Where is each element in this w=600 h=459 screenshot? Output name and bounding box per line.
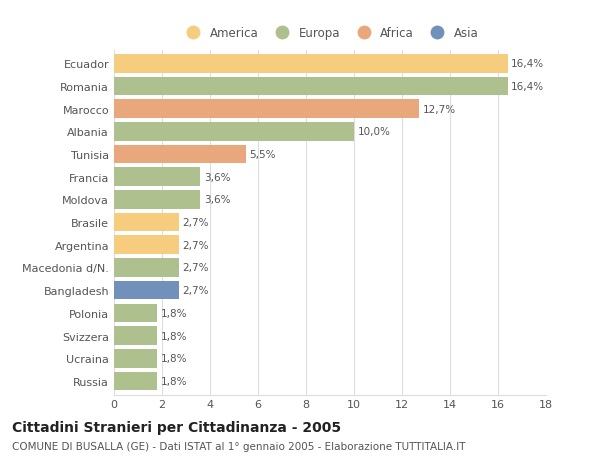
Text: 1,8%: 1,8% xyxy=(161,376,187,386)
Text: 2,7%: 2,7% xyxy=(182,218,209,228)
Text: 1,8%: 1,8% xyxy=(161,308,187,318)
Text: 12,7%: 12,7% xyxy=(422,104,455,114)
Bar xyxy=(114,326,157,345)
Text: 2,7%: 2,7% xyxy=(182,285,209,296)
Bar xyxy=(114,55,508,73)
Bar xyxy=(114,100,419,119)
Text: 10,0%: 10,0% xyxy=(358,127,391,137)
Bar xyxy=(114,372,157,391)
Text: 3,6%: 3,6% xyxy=(204,195,230,205)
Text: 3,6%: 3,6% xyxy=(204,172,230,182)
Bar xyxy=(114,146,246,164)
Text: 2,7%: 2,7% xyxy=(182,240,209,250)
Bar xyxy=(114,349,157,368)
Text: 16,4%: 16,4% xyxy=(511,59,544,69)
Bar xyxy=(114,168,200,187)
Bar xyxy=(114,304,157,323)
Bar xyxy=(114,213,179,232)
Text: 1,8%: 1,8% xyxy=(161,353,187,364)
Bar xyxy=(114,258,179,277)
Bar xyxy=(114,123,354,141)
Text: 1,8%: 1,8% xyxy=(161,331,187,341)
Text: 2,7%: 2,7% xyxy=(182,263,209,273)
Text: Cittadini Stranieri per Cittadinanza - 2005: Cittadini Stranieri per Cittadinanza - 2… xyxy=(12,420,341,434)
Bar xyxy=(114,236,179,255)
Legend: America, Europa, Africa, Asia: America, Europa, Africa, Asia xyxy=(176,22,484,45)
Text: COMUNE DI BUSALLA (GE) - Dati ISTAT al 1° gennaio 2005 - Elaborazione TUTTITALIA: COMUNE DI BUSALLA (GE) - Dati ISTAT al 1… xyxy=(12,441,466,451)
Text: 16,4%: 16,4% xyxy=(511,82,544,92)
Bar xyxy=(114,190,200,209)
Bar xyxy=(114,281,179,300)
Bar xyxy=(114,78,508,96)
Text: 5,5%: 5,5% xyxy=(250,150,276,160)
